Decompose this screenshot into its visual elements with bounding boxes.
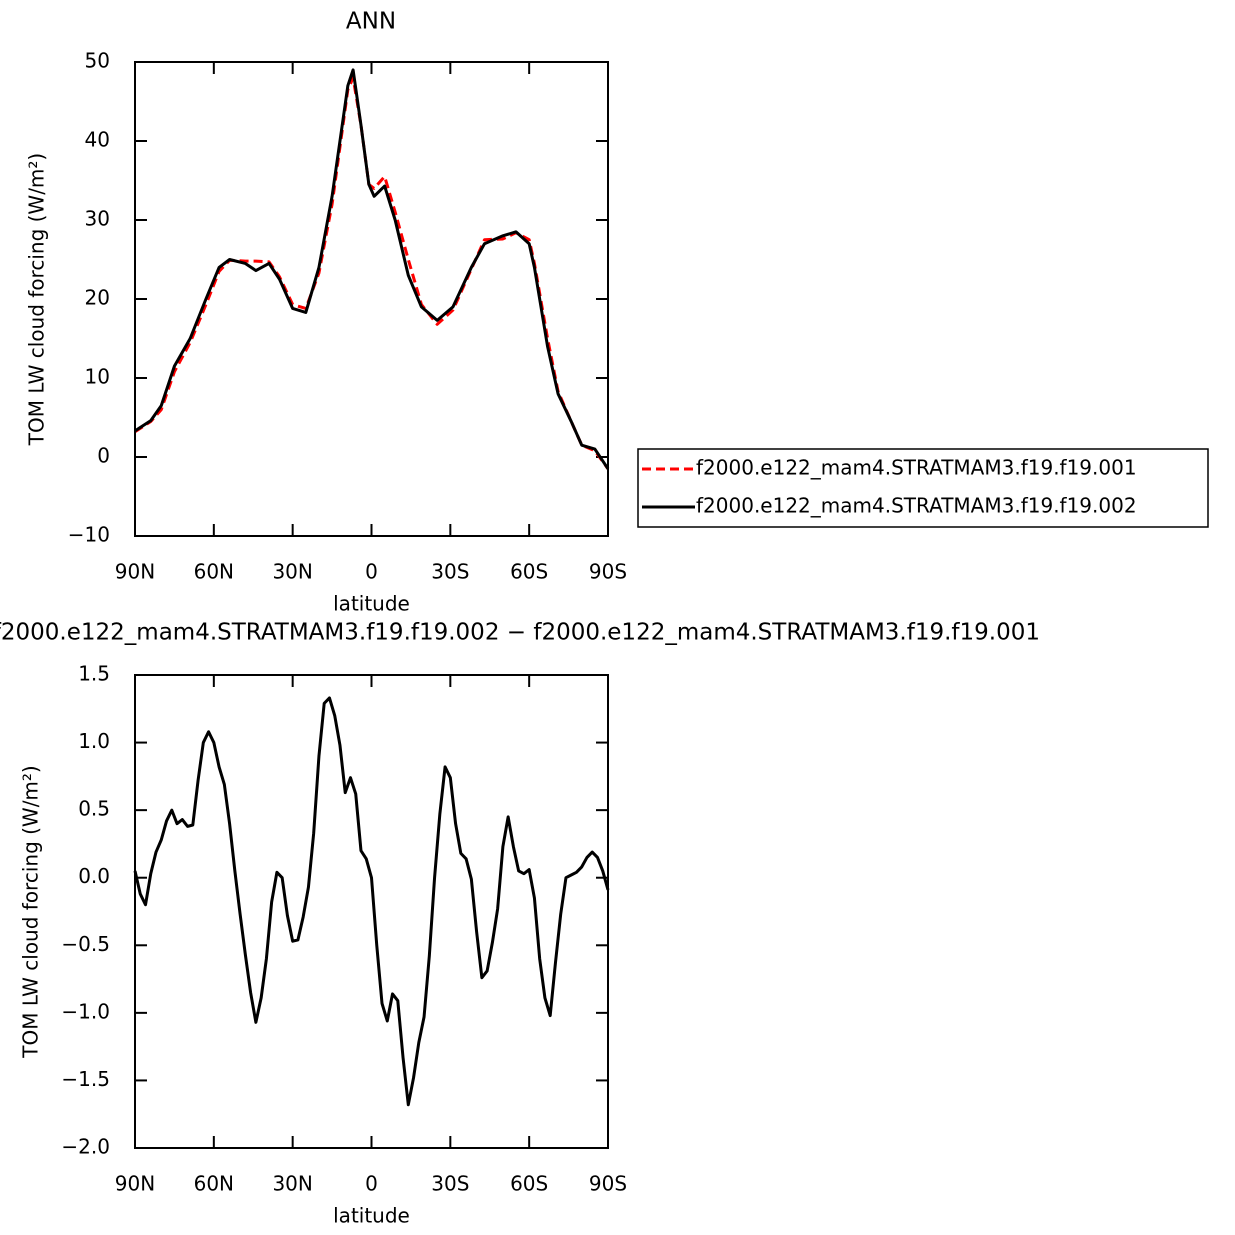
chart-title: ANN [346,9,396,35]
x-tick-label: 30N [272,1172,312,1196]
y-axis-label: TOM LW cloud forcing (W/m²) [19,765,43,1059]
x-axis-label: latitude [333,1204,410,1228]
y-tick-label: 0.0 [78,864,110,888]
y-tick-label: 1.0 [78,729,110,753]
x-tick-label: 90S [589,1172,627,1196]
line-series [134,68,610,470]
y-tick-label: −1.5 [61,1067,110,1091]
legend-label: f2000.e122_mam4.STRATMAM3.f19.f19.002 [696,494,1137,518]
x-tick-label: 60S [510,560,548,584]
y-tick-label: 40 [85,128,110,152]
plot-frame [134,674,609,1149]
y-tick-label: 20 [85,286,110,310]
x-tick-label: 0 [365,1172,378,1196]
x-tick-label: 30S [431,560,469,584]
chart-title: f2000.e122_mam4.STRATMAM3.f19.f19.002 − … [0,620,1040,646]
x-tick-label: 30N [272,560,312,584]
plot-frame [134,61,609,537]
y-tick-label: 50 [85,49,110,73]
y-tick-label: −1.0 [61,999,110,1023]
y-tick-label: 30 [85,207,110,231]
x-tick-label: 90S [589,560,627,584]
x-tick-label: 0 [365,560,378,584]
line-series [133,696,610,1107]
legend-label: f2000.e122_mam4.STRATMAM3.f19.f19.001 [696,456,1137,480]
y-tick-label: −2.0 [61,1135,110,1159]
y-tick-label: −10 [68,523,110,547]
y-tick-label: −0.5 [61,932,110,956]
y-axis-label: TOM LW cloud forcing (W/m²) [25,153,49,447]
y-tick-label: 1.5 [78,662,110,686]
x-tick-label: 60S [510,1172,548,1196]
y-tick-label: 0.5 [78,797,110,821]
x-tick-label: 60N [194,1172,234,1196]
legend-box [637,448,1209,528]
y-tick-label: 10 [85,365,110,389]
x-tick-label: 90N [115,560,155,584]
x-tick-label: 90N [115,1172,155,1196]
line-series [134,76,610,470]
x-tick-label: 30S [431,1172,469,1196]
x-tick-label: 60N [194,560,234,584]
x-axis-label: latitude [333,592,410,616]
y-tick-label: 0 [97,444,110,468]
